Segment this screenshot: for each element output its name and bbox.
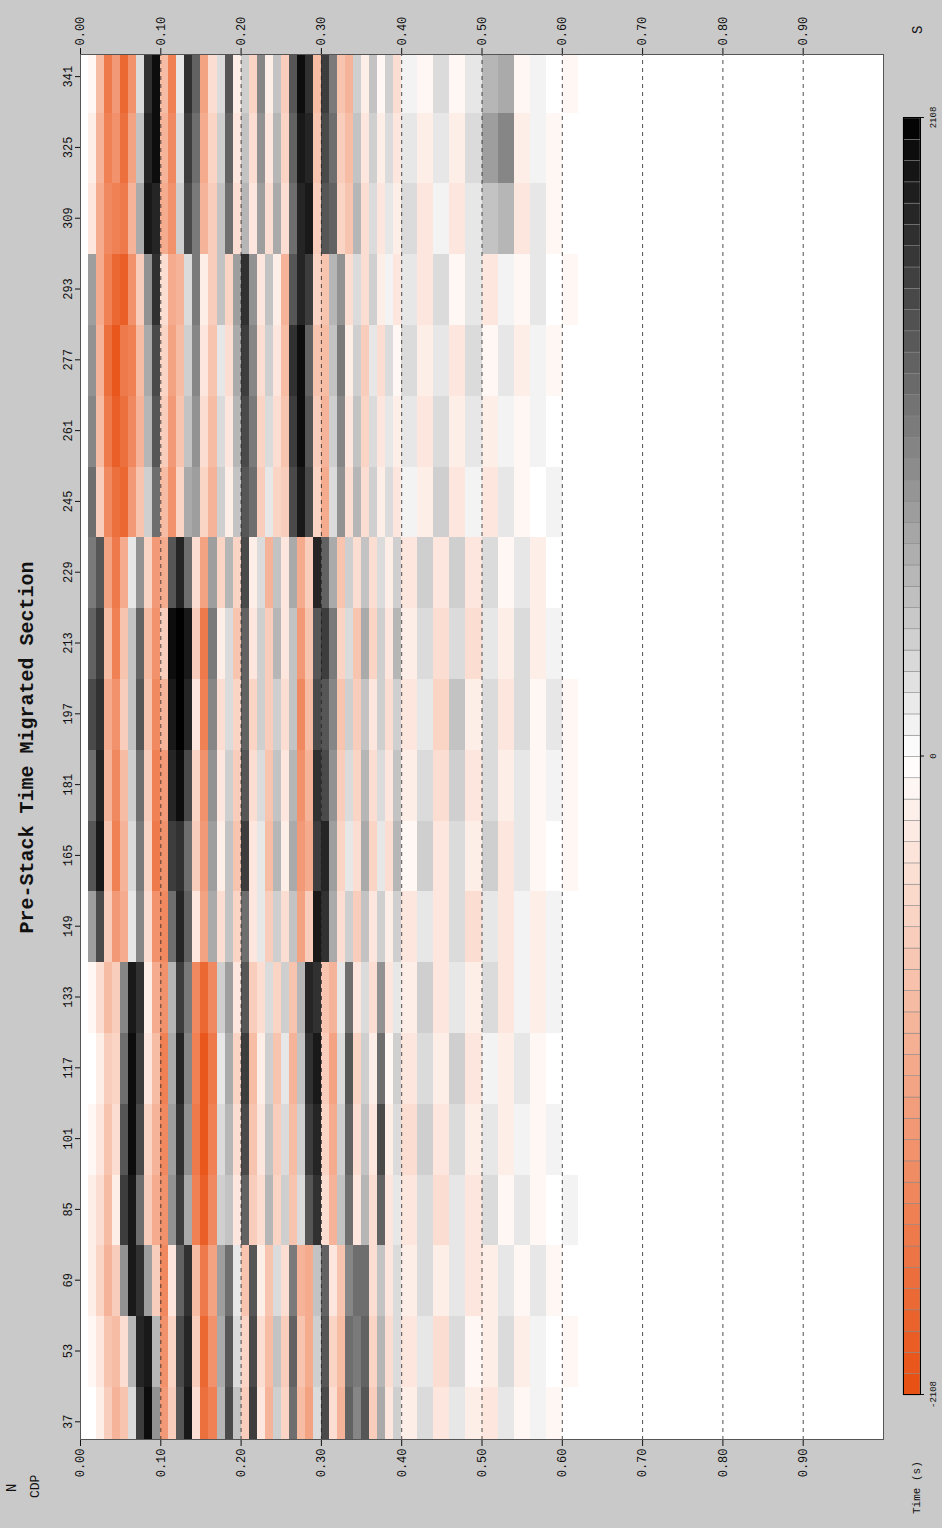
svg-text:0.40: 0.40 [396, 17, 410, 46]
svg-text:0.00: 0.00 [74, 17, 88, 46]
svg-text:0.60: 0.60 [556, 17, 570, 46]
svg-text:0.20: 0.20 [235, 17, 249, 46]
html-text:Time (s): Time (s) [911, 1461, 923, 1514]
svg-text:53: 53 [62, 1344, 76, 1358]
svg-text:0.70: 0.70 [636, 17, 650, 46]
svg-text:0.40: 0.40 [396, 1449, 410, 1478]
svg-text:0.00: 0.00 [74, 1449, 88, 1478]
svg-text:309: 309 [62, 207, 76, 229]
svg-text:69: 69 [62, 1273, 76, 1287]
svg-text:0.20: 0.20 [235, 1449, 249, 1478]
svg-text:117: 117 [62, 1057, 76, 1079]
svg-text:341: 341 [62, 66, 76, 88]
svg-text:181: 181 [62, 774, 76, 796]
svg-text:0.90: 0.90 [797, 17, 811, 46]
svg-text:0.60: 0.60 [556, 1449, 570, 1478]
svg-text:0.90: 0.90 [797, 1449, 811, 1478]
svg-text:0.10: 0.10 [155, 17, 169, 46]
svg-text:149: 149 [62, 915, 76, 937]
html-text:N: N [4, 1483, 20, 1492]
html-text:CDP: CDP [28, 1474, 43, 1498]
svg-text:229: 229 [62, 561, 76, 583]
svg-text:133: 133 [62, 986, 76, 1008]
html-text:Pre-Stack Time Migrated Sectio: Pre-Stack Time Migrated Section [16, 561, 39, 934]
svg-text:0.30: 0.30 [315, 17, 329, 46]
svg-text:0.70: 0.70 [636, 1449, 650, 1478]
svg-text:0.80: 0.80 [717, 17, 731, 46]
svg-text:165: 165 [62, 845, 76, 867]
svg-text:0: 0 [929, 753, 939, 758]
svg-text:-2108: -2108 [929, 1381, 939, 1408]
svg-text:213: 213 [62, 632, 76, 654]
svg-text:0.10: 0.10 [155, 1449, 169, 1478]
svg-text:293: 293 [62, 278, 76, 300]
svg-text:0.80: 0.80 [717, 1449, 731, 1478]
svg-text:197: 197 [62, 703, 76, 725]
svg-text:37: 37 [62, 1415, 76, 1429]
svg-text:101: 101 [62, 1128, 76, 1150]
svg-text:261: 261 [62, 420, 76, 442]
html-text:S: S [910, 25, 926, 34]
svg-text:2108: 2108 [929, 107, 939, 129]
svg-text:0.50: 0.50 [476, 1449, 490, 1478]
svg-text:85: 85 [62, 1202, 76, 1216]
svg-text:277: 277 [62, 349, 76, 371]
svg-text:0.30: 0.30 [315, 1449, 329, 1478]
svg-text:325: 325 [62, 137, 76, 159]
svg-text:245: 245 [62, 491, 76, 513]
svg-text:0.50: 0.50 [476, 17, 490, 46]
